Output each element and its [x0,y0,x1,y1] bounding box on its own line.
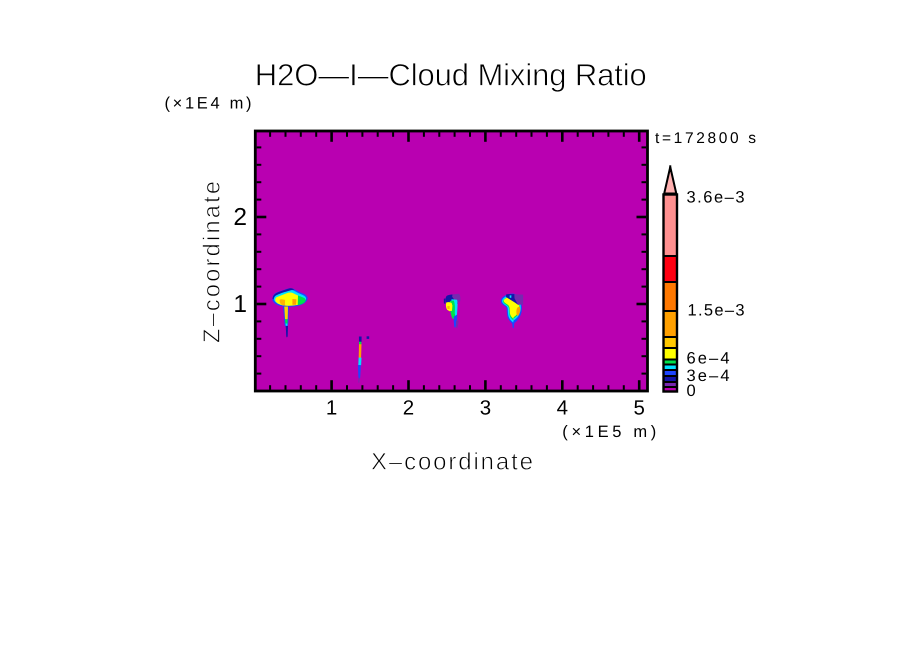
svg-text:X–coordinate: X–coordinate [371,448,533,475]
svg-text:3.6e–3: 3.6e–3 [687,189,745,207]
svg-text:H2O—I—Cloud Mixing Ratio: H2O—I—Cloud Mixing Ratio [255,58,647,93]
svg-text:5: 5 [633,397,644,420]
svg-text:1: 1 [326,397,337,420]
svg-text:1.5e–3: 1.5e–3 [688,302,745,320]
svg-text:1: 1 [233,291,247,318]
svg-text:0: 0 [687,382,696,400]
svg-text:2: 2 [403,397,414,420]
svg-text:3: 3 [480,397,491,420]
svg-text:4: 4 [557,397,568,420]
svg-text:2: 2 [233,204,247,231]
svg-text:Z–coordinate: Z–coordinate [199,181,225,343]
